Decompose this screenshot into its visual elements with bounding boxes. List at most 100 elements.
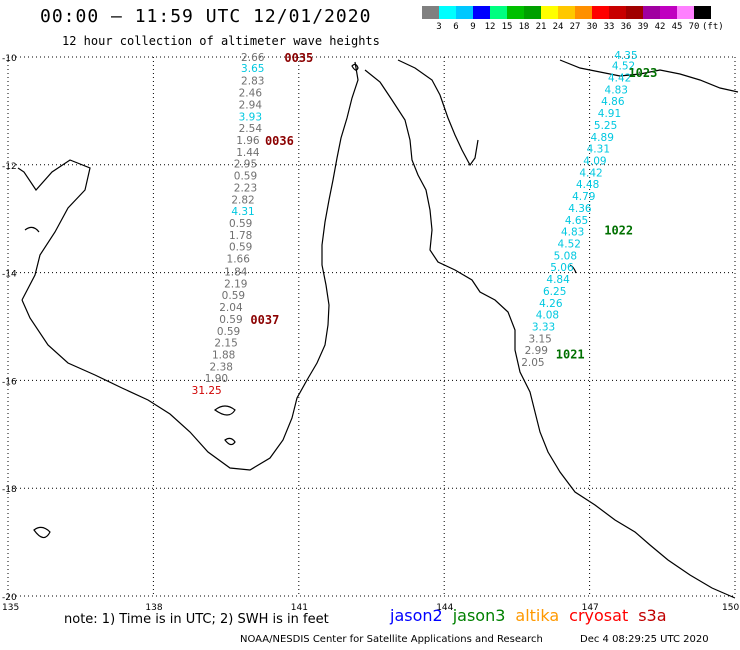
- arnhem-coast: [17, 159, 91, 301]
- wave-height-value: 5.25: [594, 120, 617, 132]
- wave-height-value: 3.15: [528, 333, 551, 345]
- lon-label: 135: [2, 603, 19, 613]
- lat-lon-grid: [7, 56, 736, 597]
- wave-height-value: 4.65: [565, 215, 588, 227]
- wave-height-value: 2.19: [224, 278, 247, 290]
- wave-height-value: 4.83: [561, 227, 584, 239]
- wave-height-value: 4.35: [614, 50, 637, 62]
- wave-height-value: 4.31: [587, 144, 610, 156]
- wave-height-value: 6.25: [543, 286, 566, 298]
- wave-height-value: 2.04: [219, 302, 243, 314]
- wave-height-value: 2.15: [214, 338, 237, 350]
- wave-height-value: 3.33: [532, 322, 555, 334]
- wave-height-value: 2.83: [241, 76, 264, 88]
- map-title: 00:00 – 11:59 UTC 12/01/2020: [40, 6, 372, 27]
- pass-time-label: 1021: [556, 347, 585, 361]
- colorbar-swatch: [609, 6, 626, 19]
- satellite-legend-item: altika: [515, 606, 560, 625]
- wave-height-value: 0.59: [217, 326, 240, 338]
- colorbar-swatch: [507, 6, 524, 19]
- wave-height-value: 2.82: [231, 194, 254, 206]
- pass-time-label: 0036: [265, 134, 294, 148]
- colorbar-label: 21: [535, 22, 547, 32]
- island: [33, 526, 51, 539]
- lat-label: -14: [2, 270, 17, 280]
- wave-height-value: 2.66: [241, 52, 265, 64]
- colorbar-swatch: [422, 6, 439, 19]
- island: [214, 405, 236, 416]
- colorbar-swatch: [490, 6, 507, 19]
- wave-height-value: 4.52: [558, 238, 581, 250]
- wave-height-value: 4.91: [598, 108, 621, 120]
- satellite-legend-item: s3a: [638, 606, 667, 625]
- colorbar-label: 33: [603, 22, 615, 32]
- wave-height-value: 3.65: [241, 63, 264, 75]
- wave-height-value: 1.78: [229, 230, 252, 242]
- pass-time-label: 1022: [604, 223, 633, 237]
- colorbar-label: 9: [470, 22, 476, 32]
- colorbar-swatch: [575, 6, 592, 19]
- pass-time-label: 0035: [284, 51, 313, 65]
- wave-height-value: 0.59: [222, 290, 245, 302]
- lon-label: 150: [722, 603, 739, 613]
- colorbar-swatch: [592, 6, 609, 19]
- wave-height-value: 4.86: [601, 96, 625, 108]
- island: [224, 437, 236, 446]
- colorbar-label: 45: [671, 22, 683, 32]
- colorbar-label: 18: [518, 22, 530, 32]
- colorbar-label: 30: [586, 22, 598, 32]
- island: [351, 63, 359, 71]
- colorbar-label: 3: [436, 22, 442, 32]
- wave-height-value: 1.90: [205, 373, 228, 385]
- wave-height-value: 0.59: [229, 242, 252, 254]
- wave-height-value: 4.08: [536, 310, 559, 322]
- wave-height-value: 2.05: [521, 357, 544, 369]
- colorbar-label: 24: [552, 22, 564, 32]
- pass-time-label: 0037: [250, 313, 279, 327]
- cape-york-coast: [21, 61, 359, 471]
- satellite-legend-item: jason2: [390, 606, 443, 625]
- wave-height-value: 4.79: [572, 191, 595, 203]
- cape-york-east-coast: [364, 69, 736, 599]
- satellite-legend-item: jason3: [452, 606, 506, 625]
- wave-height-value: 2.23: [234, 182, 257, 194]
- wave-height-value: 0.59: [229, 218, 252, 230]
- colorbar-swatch: [456, 6, 473, 19]
- credit-text: NOAA/NESDIS Center for Satellite Applica…: [240, 634, 543, 645]
- map-subtitle: 12 hour collection of altimeter wave hei…: [62, 34, 380, 48]
- new-guinea-coast: [397, 59, 479, 167]
- lat-label: -12: [2, 162, 17, 172]
- wave-height-value: 4.36: [568, 203, 592, 215]
- wave-height-value: 4.48: [576, 179, 599, 191]
- lon-label: 144: [436, 603, 453, 613]
- wave-height-value: 4.09: [583, 155, 606, 167]
- colorbar-swatch: [558, 6, 575, 19]
- wave-height-value: 2.54: [239, 123, 263, 135]
- wave-height-value: 4.26: [539, 298, 563, 310]
- wave-height-value: 4.42: [608, 72, 631, 84]
- timestamp: Dec 4 08:29:25 UTC 2020: [580, 634, 709, 645]
- colorbar-swatch: [694, 6, 711, 19]
- lon-label: 147: [582, 603, 599, 613]
- colorbar-swatch: [660, 6, 677, 19]
- wave-height-value: 2.99: [525, 345, 548, 357]
- wave-height-value: 2.38: [210, 361, 233, 373]
- colorbar-label: 6: [453, 22, 459, 32]
- wave-height-value: 4.83: [605, 84, 628, 96]
- wave-height-value: 1.88: [212, 350, 235, 362]
- colorbar-swatch: [677, 6, 694, 19]
- wave-height-value: 4.31: [231, 206, 254, 218]
- colorbar-swatch: [439, 6, 456, 19]
- wave-height-value: 4.52: [612, 61, 635, 73]
- colorbar-label: 27: [569, 22, 581, 32]
- wave-height-value: 2.94: [239, 99, 263, 111]
- lat-label: -16: [2, 377, 17, 387]
- wave-height-value: 3.93: [239, 111, 262, 123]
- colorbar-label: 39: [637, 22, 649, 32]
- wave-height-value: 2.95: [234, 159, 257, 171]
- altimeter-tracks: 2.663.652.832.462.943.932.541.961.442.95…: [192, 50, 658, 397]
- island: [24, 226, 40, 233]
- wave-height-value: 2.46: [239, 88, 263, 100]
